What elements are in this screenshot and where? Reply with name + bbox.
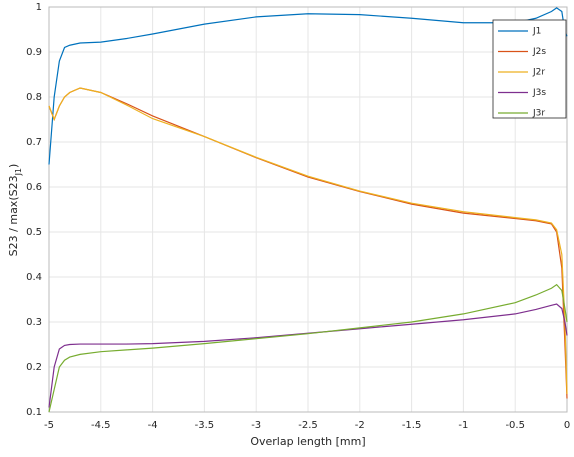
legend-box [492,19,567,119]
y-tick-label: 0.3 [26,317,42,328]
legend-label: J1 [532,27,541,37]
y-axis-label-main: S23 / max(S23 [7,175,20,256]
y-axis-label-end: ) [7,164,20,168]
y-tick-label: 0.6 [26,182,42,193]
x-tick-label: -5 [44,420,54,431]
y-tick-label: 0.2 [26,362,42,373]
x-tick-label: 0 [564,420,570,431]
legend: J1 J2s J2r J3s J3r [492,19,567,119]
x-tick-label: -2 [355,420,365,431]
y-tick-label: 0.7 [26,137,42,148]
legend-label: J3s [532,88,546,98]
y-axis-label: S23 / max(S23J1) [7,164,23,257]
y-tick-label: 0.8 [26,92,42,103]
x-tick-label: -4 [148,420,158,431]
x-tick-label: -1 [458,420,468,431]
y-tick-label: 0.4 [26,272,42,283]
series-line [48,303,568,408]
x-tick-label: -1.5 [402,420,422,431]
x-tick-label: -0.5 [505,420,525,431]
series-line [48,7,568,165]
x-tick-label: -3 [251,420,261,431]
x-tick-label: -4.5 [91,420,111,431]
x-axis-label: Overlap length [mm] [250,435,365,448]
series-line [48,283,568,413]
x-tick-label: -3.5 [195,420,215,431]
legend-label: J3r [532,109,545,119]
y-tick-label: 0.9 [26,47,42,58]
y-tick-label: 1 [36,2,42,13]
plot-frame [48,6,568,413]
y-tick-label: 0.5 [26,227,42,238]
y-axis-label-sub: J1 [14,168,23,176]
legend-label: J2r [532,68,545,78]
x-tick-label: -2.5 [298,420,318,431]
series-line [48,87,568,395]
legend-label: J2s [532,47,546,57]
y-tick-label: 0.1 [26,407,42,418]
